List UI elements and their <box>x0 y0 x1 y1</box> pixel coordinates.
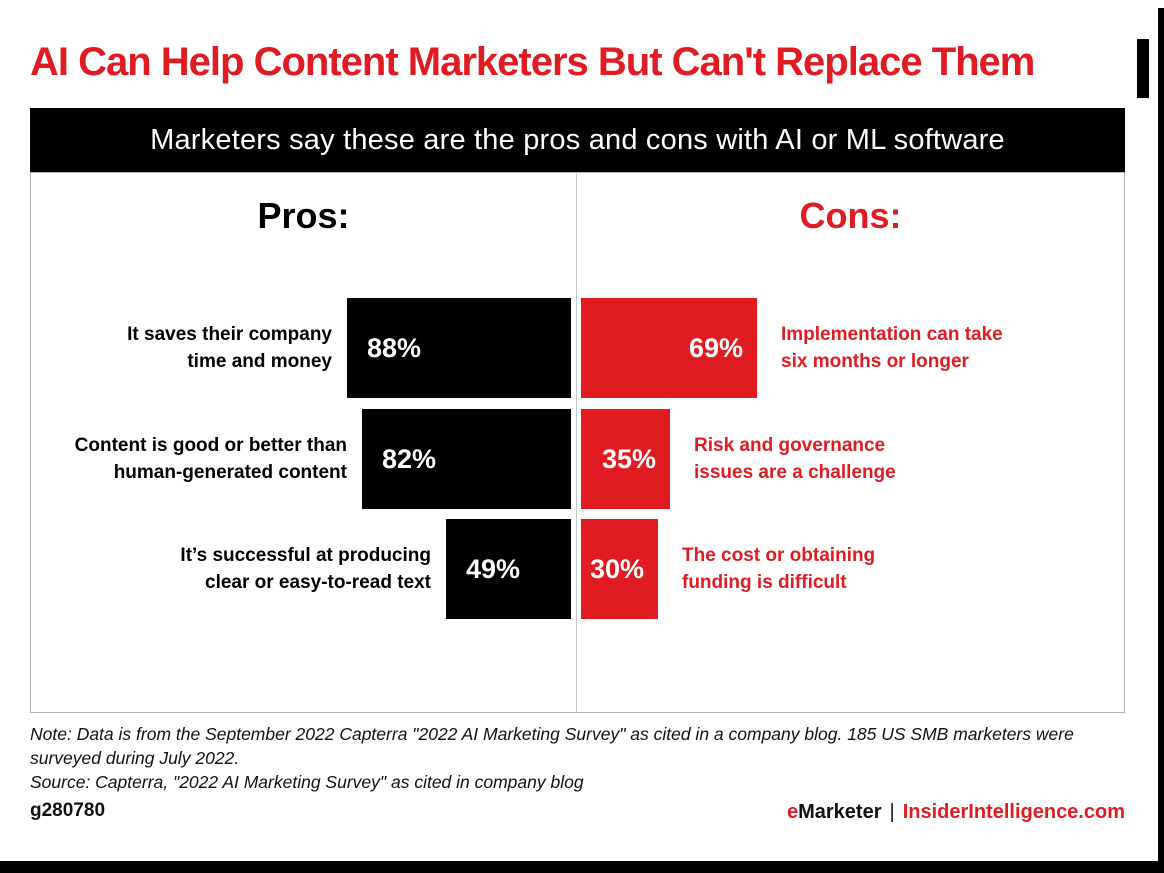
pros-value-2: 82% <box>382 443 437 474</box>
pros-value-1: 88% <box>367 332 422 363</box>
cons-bar-1: 69% <box>581 298 757 398</box>
cons-label-3-line-2: funding is difficult <box>682 572 847 593</box>
chart-panel: Pros: Cons: It saves their company time … <box>30 172 1125 713</box>
pros-bar-2: 82% <box>362 409 571 509</box>
pros-value-3: 49% <box>466 553 521 584</box>
cons-label-3-line-1: The cost or obtaining <box>682 545 876 566</box>
cons-value-1: 69% <box>688 332 743 363</box>
pros-row-3: It’s successful at producing clear or ea… <box>31 519 571 619</box>
cons-row-3: 30% The cost or obtaining funding is dif… <box>581 519 1124 619</box>
pros-heading: Pros: <box>257 195 350 236</box>
pros-bar-1: 88% <box>347 298 571 398</box>
cons-label-2: Risk and governance issues are a challen… <box>694 432 896 486</box>
title-accent-bar <box>1137 39 1149 98</box>
cons-bar-3: 30% <box>581 519 658 619</box>
branding: eMarketer | InsiderIntelligence.com <box>787 801 1125 824</box>
center-divider-line <box>576 173 577 712</box>
pros-label-2-line-2: human-generated content <box>113 462 347 483</box>
cons-label-1-line-1: Implementation can take <box>781 324 1003 345</box>
pros-label-1-line-1: It saves their company <box>127 324 332 345</box>
cons-value-3: 30% <box>589 553 644 584</box>
page-bottom-bar <box>0 861 1164 873</box>
brand-site-url: InsiderIntelligence.com <box>902 801 1125 823</box>
chart-subtitle-banner: Marketers say these are the pros and con… <box>30 108 1125 172</box>
footnote-block: Note: Data is from the September 2022 Ca… <box>30 722 1128 794</box>
page-right-border <box>1158 8 1164 873</box>
cons-row-2: 35% Risk and governance issues are a cha… <box>581 409 1124 509</box>
cons-heading: Cons: <box>799 195 902 236</box>
note-text: Note: Data is from the September 2022 Ca… <box>30 724 1074 768</box>
cons-row-1: 69% Implementation can take six months o… <box>581 298 1124 398</box>
chart-subtitle: Marketers say these are the pros and con… <box>150 123 1005 156</box>
cons-label-1-line-2: six months or longer <box>781 351 969 372</box>
cons-label-2-line-2: issues are a challenge <box>694 462 896 483</box>
source-text: Source: Capterra, "2022 AI Marketing Sur… <box>30 772 584 792</box>
page-title: AI Can Help Content Marketers But Can't … <box>30 40 1035 84</box>
pros-row-2: Content is good or better than human-gen… <box>31 409 571 509</box>
pros-label-3: It’s successful at producing clear or ea… <box>180 542 431 596</box>
cons-value-2: 35% <box>601 443 656 474</box>
pros-label-3-line-2: clear or easy-to-read text <box>205 572 431 593</box>
cons-label-2-line-1: Risk and governance <box>694 435 886 456</box>
cons-label-3: The cost or obtaining funding is difficu… <box>682 542 875 596</box>
pros-label-1: It saves their company time and money <box>127 321 332 375</box>
pros-row-1: It saves their company time and money 88… <box>31 298 571 398</box>
cons-bar-2: 35% <box>581 409 670 509</box>
brand-separator: | <box>889 801 895 823</box>
chart-id: g280780 <box>30 800 106 821</box>
pros-label-2: Content is good or better than human-gen… <box>75 432 347 486</box>
brand-emarketer-rest: Marketer <box>798 801 882 823</box>
cons-label-1: Implementation can take six months or lo… <box>781 321 1003 375</box>
brand-emarketer-e: e <box>786 801 799 823</box>
pros-label-3-line-1: It’s successful at producing <box>180 545 431 566</box>
pros-bar-3: 49% <box>446 519 571 619</box>
pros-label-1-line-2: time and money <box>187 351 332 372</box>
pros-label-2-line-1: Content is good or better than <box>74 435 347 456</box>
